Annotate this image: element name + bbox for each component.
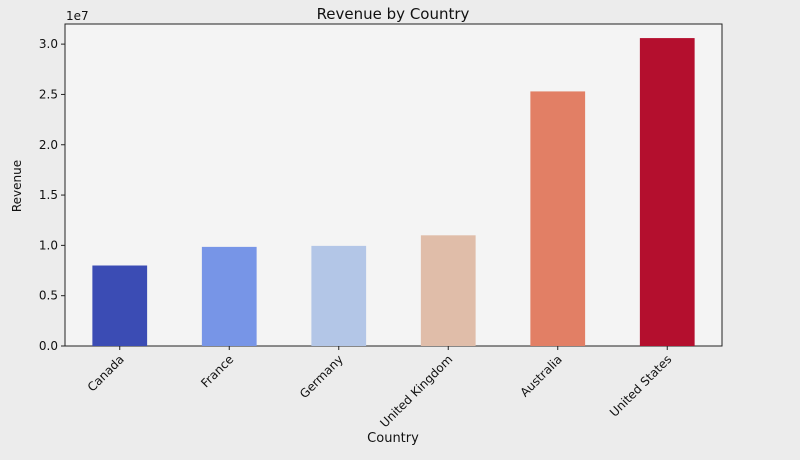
x-tick-label: United Kingdom (377, 352, 455, 430)
bar-australia (530, 91, 586, 346)
y-axis-offset-label: 1e7 (66, 9, 89, 23)
chart-title: Revenue by Country (317, 5, 470, 23)
y-tick-label: 1.5 (39, 188, 58, 202)
bar-germany (311, 245, 367, 346)
bar-united-kingdom (420, 235, 476, 346)
y-tick-label: 1.0 (39, 238, 58, 252)
y-axis-label: Revenue (10, 160, 24, 212)
bar-france (201, 246, 257, 346)
plot-area (64, 23, 723, 347)
y-tick-label: 2.0 (39, 138, 58, 152)
bar-canada (92, 265, 148, 346)
bar-united-states (639, 38, 695, 347)
x-tick-label: Germany (297, 352, 346, 401)
x-axis-label: Country (367, 431, 419, 446)
y-tick-label: 0.5 (39, 289, 58, 303)
y-tick-label: 2.5 (39, 87, 58, 101)
x-tick-label: Australia (517, 352, 564, 399)
y-tick-label: 3.0 (39, 37, 58, 51)
y-tick-label: 0.0 (39, 339, 58, 353)
x-tick-label: France (198, 352, 236, 390)
x-tick-label: United States (607, 352, 674, 419)
x-tick-label: Canada (85, 352, 127, 394)
